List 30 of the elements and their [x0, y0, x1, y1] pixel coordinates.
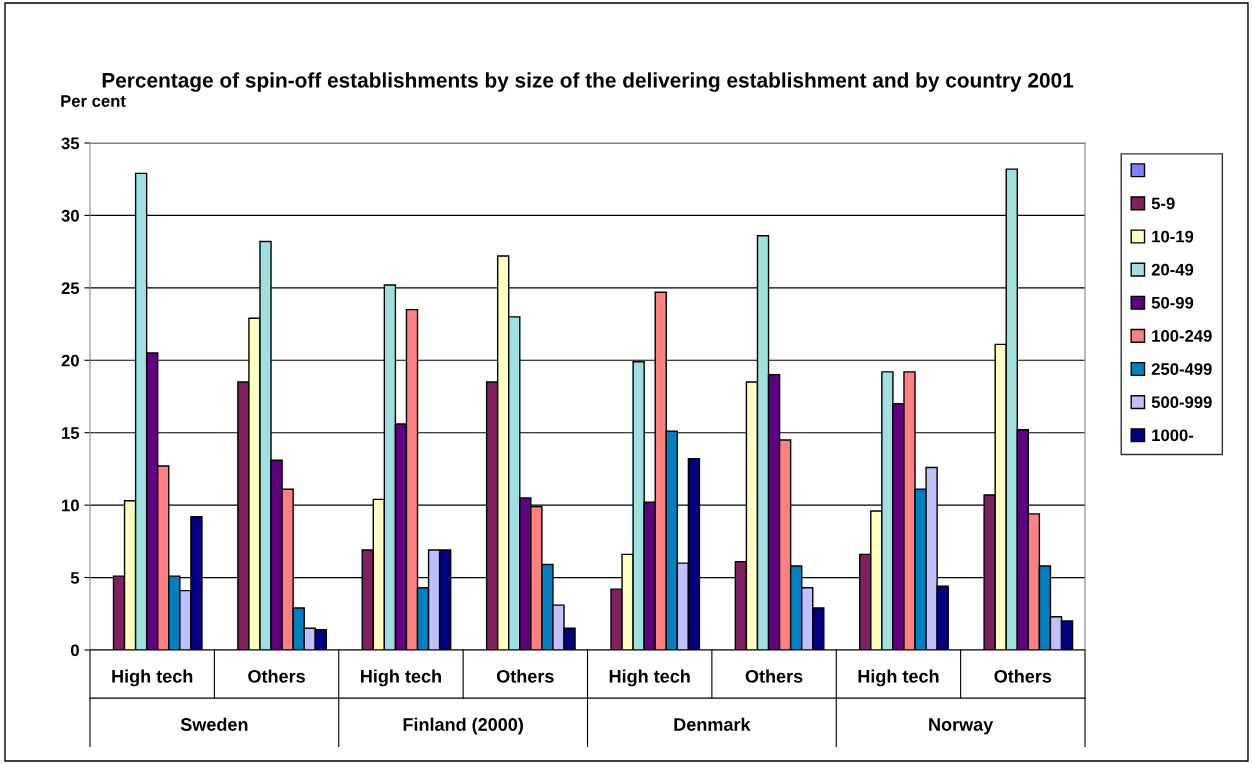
- y-tick-label: 35: [61, 137, 80, 150]
- x-tick-label: Others: [496, 669, 554, 683]
- x-tick-label: High tech: [361, 669, 441, 687]
- legend-label: 10-19: [1152, 230, 1194, 243]
- y-tick-label: 30: [61, 209, 79, 222]
- y-tick-label: 0: [70, 644, 79, 657]
- text: Sweden: [180, 717, 248, 731]
- text: Finland (2000): [403, 717, 523, 735]
- x-tick-label: High tech: [112, 669, 193, 687]
- x-tick-label: Others: [248, 669, 305, 683]
- x-tick-label: High tech: [858, 669, 939, 687]
- y-tick-label: 15: [62, 427, 80, 439]
- legend-label: 250-499: [1151, 363, 1212, 375]
- legend-label: 100-249: [1152, 330, 1212, 342]
- y-tick-label: 5: [70, 572, 80, 584]
- x-tick-label: High tech: [609, 669, 690, 687]
- legend-label: 50-99: [1151, 296, 1194, 309]
- x-tick-label: Others: [994, 669, 1052, 683]
- y-tick-label: 20: [61, 354, 79, 367]
- x-tick-label: Others: [745, 669, 803, 683]
- y-tick-label: 25: [61, 282, 80, 295]
- legend-label: 20-49: [1151, 263, 1194, 276]
- legend-label: 500-999: [1151, 396, 1212, 409]
- legend-label: 1000-: [1152, 429, 1194, 442]
- chart-title: Percentage of spin-off establishments by size of the delivering establishment and by country 2001: [102, 72, 1074, 92]
- text: Denmark: [674, 717, 751, 731]
- y-tick-label: 10: [62, 499, 79, 512]
- legend-label: 5-9: [1151, 197, 1175, 210]
- text: Norway: [929, 718, 994, 735]
- y-axis-title: Per cent: [61, 95, 126, 107]
